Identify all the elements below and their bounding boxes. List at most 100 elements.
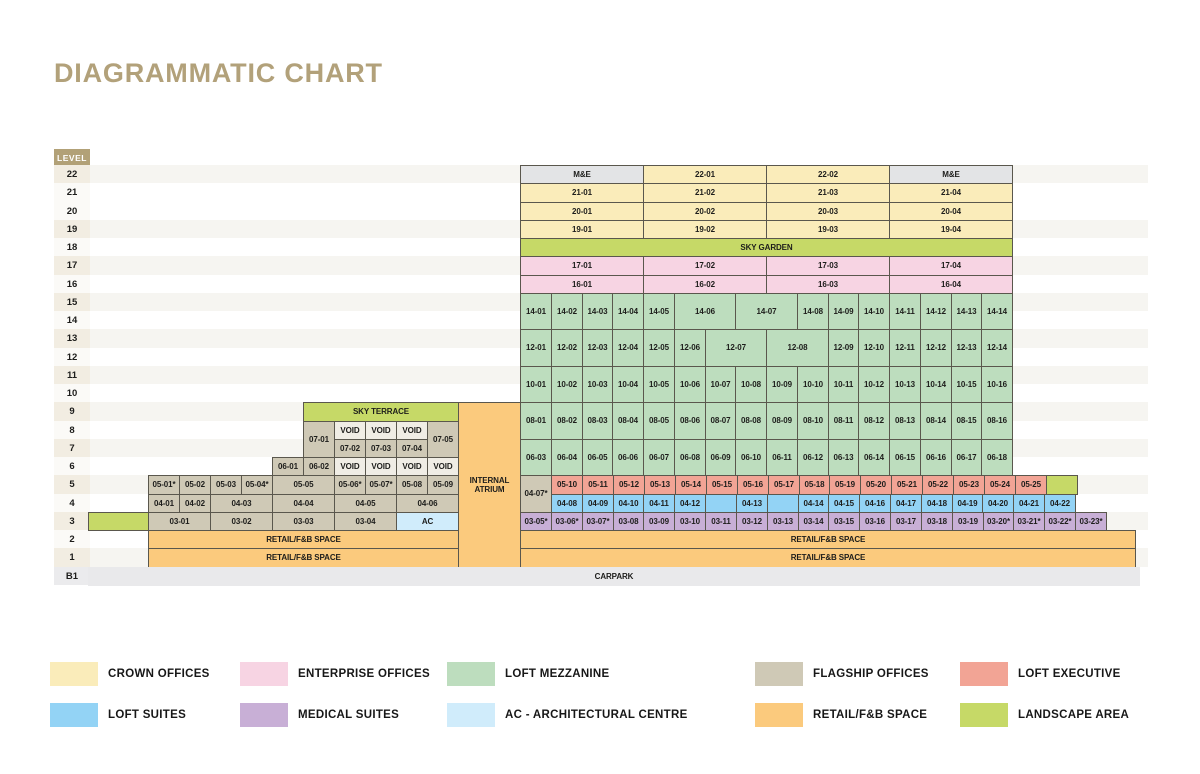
level-label: 6 (54, 457, 90, 475)
unit-cell: 14-08 (797, 293, 829, 330)
unit-cell: 03-01 (148, 512, 211, 531)
unit-cell: 05-18 (799, 475, 830, 495)
unit-cell: 07-05 (427, 421, 459, 458)
unit-cell: 03-17 (890, 512, 922, 531)
unit-cell: 05-25 (1015, 475, 1047, 495)
unit-cell: 12-11 (889, 329, 921, 367)
unit-cell: 12-07 (705, 329, 767, 367)
unit-cell: 08-04 (612, 402, 644, 440)
unit-cell (88, 512, 149, 531)
unit-cell: 04-01 (148, 494, 180, 513)
unit-cell: 04-03 (210, 494, 273, 513)
unit-cell (705, 494, 737, 513)
legend-label: LOFT SUITES (108, 709, 187, 721)
level-label: 2 (54, 530, 90, 548)
unit-cell: 20-04 (889, 202, 1013, 221)
unit-cell: 08-14 (920, 402, 952, 440)
unit-cell: INTERNAL ATRIUM (458, 402, 521, 568)
unit-cell: 14-02 (551, 293, 583, 330)
legend-swatch (240, 703, 288, 727)
unit-cell: 12-13 (951, 329, 982, 367)
unit-cell: 05-11 (582, 475, 614, 495)
unit-cell: VOID (334, 457, 366, 476)
unit-cell: 05-24 (984, 475, 1016, 495)
unit-cell: 12-12 (920, 329, 952, 367)
unit-cell: 12-02 (551, 329, 583, 367)
unit-cell: 03-22* (1044, 512, 1076, 531)
unit-cell: 04-10 (613, 494, 644, 513)
unit-cell: 10-04 (612, 366, 644, 403)
unit-cell: 05-09 (427, 475, 459, 495)
legend-item: RETAIL/F&B SPACE (755, 703, 927, 727)
level-label: 10 (54, 384, 90, 402)
legend-swatch (447, 703, 495, 727)
unit-cell: 06-13 (828, 439, 859, 476)
unit-cell: 04-13 (736, 494, 768, 513)
unit-cell: 21-01 (520, 183, 644, 203)
unit-cell: 10-11 (828, 366, 859, 403)
unit-cell: 04-04 (272, 494, 335, 513)
unit-cell: 17-01 (520, 256, 644, 276)
unit-cell: 16-02 (643, 275, 767, 294)
unit-cell: 05-04* (241, 475, 273, 495)
unit-cell: 14-06 (674, 293, 736, 330)
unit-cell: 10-13 (889, 366, 921, 403)
unit-cell: 08-07 (705, 402, 736, 440)
unit-cell: 16-03 (766, 275, 890, 294)
legend-item: LOFT MEZZANINE (447, 662, 610, 686)
unit-cell: RETAIL/F&B SPACE (148, 548, 459, 568)
legend-item: CROWN OFFICES (50, 662, 210, 686)
unit-cell: 04-08 (551, 494, 583, 513)
unit-cell: 06-10 (735, 439, 767, 476)
unit-cell: 04-19 (952, 494, 983, 513)
unit-cell: 06-15 (889, 439, 921, 476)
unit-cell: SKY GARDEN (520, 238, 1013, 257)
unit-cell: 06-17 (951, 439, 982, 476)
legend-item: MEDICAL SUITES (240, 703, 399, 727)
unit-cell: 05-12 (613, 475, 645, 495)
unit-cell: CARPARK (88, 567, 1140, 586)
unit-cell: 03-06* (551, 512, 583, 531)
unit-cell: M&E (889, 165, 1013, 184)
unit-cell: 19-04 (889, 220, 1013, 239)
unit-cell: 21-04 (889, 183, 1013, 203)
unit-cell: 03-11 (705, 512, 737, 531)
unit-cell: 05-15 (706, 475, 738, 495)
unit-cell: 03-21* (1013, 512, 1045, 531)
unit-cell: 06-11 (766, 439, 798, 476)
unit-cell: 05-22 (922, 475, 954, 495)
unit-cell: 07-01 (303, 421, 335, 458)
unit-cell: 14-13 (951, 293, 982, 330)
unit-cell: 06-06 (612, 439, 644, 476)
unit-cell: 06-01 (272, 457, 304, 476)
unit-cell: 10-15 (951, 366, 982, 403)
unit-cell: 04-05 (334, 494, 397, 513)
unit-cell: 04-12 (674, 494, 706, 513)
unit-cell: 10-10 (797, 366, 829, 403)
unit-cell: 06-02 (303, 457, 335, 476)
unit-cell: 05-14 (675, 475, 707, 495)
level-label: 11 (54, 366, 90, 384)
unit-cell: VOID (365, 421, 397, 440)
unit-cell: 12-09 (828, 329, 859, 367)
legend-item: LANDSCAPE AREA (960, 703, 1129, 727)
unit-cell: RETAIL/F&B SPACE (148, 530, 459, 549)
level-label: 1 (54, 548, 90, 567)
unit-cell: 06-18 (981, 439, 1013, 476)
legend-swatch (50, 703, 98, 727)
legend-swatch (960, 703, 1008, 727)
unit-cell: 03-07* (582, 512, 614, 531)
unit-cell: 03-08 (613, 512, 644, 531)
unit-cell: 17-03 (766, 256, 890, 276)
unit-cell: 12-14 (981, 329, 1013, 367)
unit-cell: 04-02 (179, 494, 211, 513)
unit-cell: 10-09 (766, 366, 798, 403)
unit-cell: 06-04 (551, 439, 583, 476)
unit-cell: 17-02 (643, 256, 767, 276)
unit-cell: 10-01 (520, 366, 552, 403)
unit-cell: 20-01 (520, 202, 644, 221)
unit-cell: 10-14 (920, 366, 952, 403)
unit-cell: 03-10 (674, 512, 706, 531)
unit-cell: 12-03 (582, 329, 613, 367)
unit-cell: 14-12 (920, 293, 952, 330)
